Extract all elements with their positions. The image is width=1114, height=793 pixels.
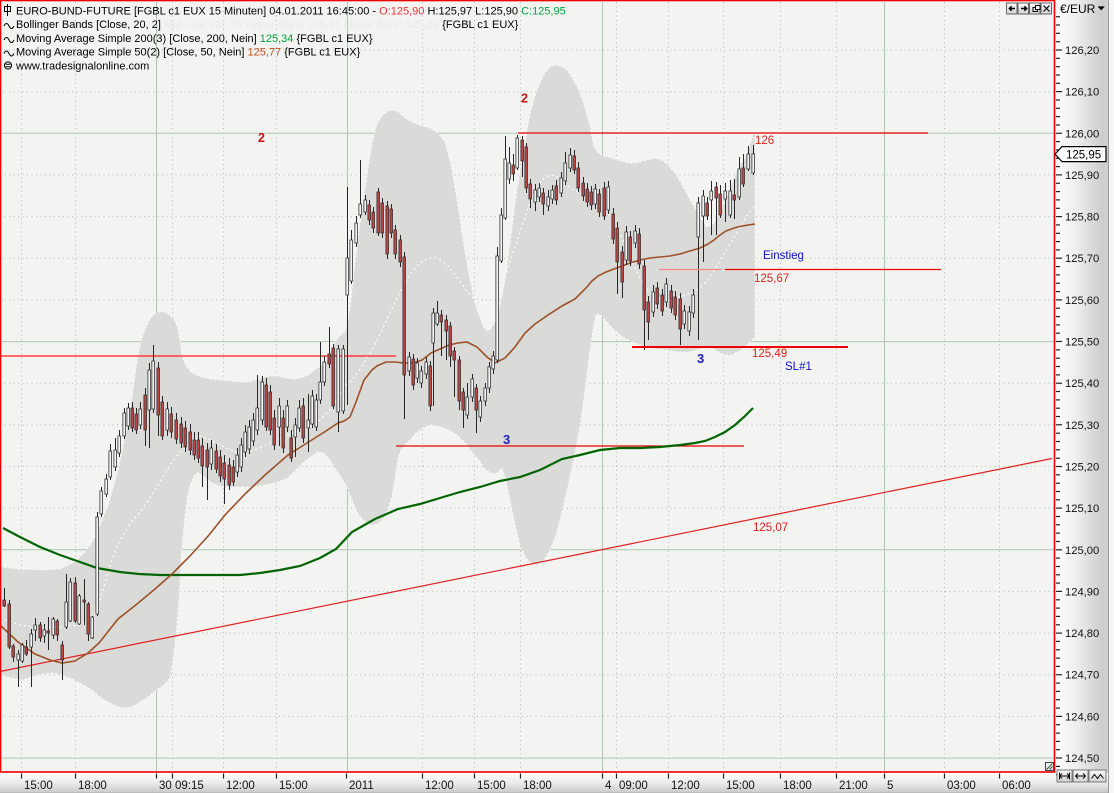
svg-text:12:00: 12:00 <box>425 780 454 792</box>
svg-text:124,70: 124,70 <box>1065 670 1099 682</box>
svg-text:SL#1: SL#1 <box>785 361 812 373</box>
svg-text:Moving Average Simple 200(3) [: Moving Average Simple 200(3) [Close, 200… <box>16 33 373 45</box>
svg-text:21:00: 21:00 <box>839 780 868 792</box>
svg-text:18:00: 18:00 <box>783 780 812 792</box>
svg-text:12:00: 12:00 <box>671 780 700 792</box>
svg-text:125,60: 125,60 <box>1065 295 1099 307</box>
svg-text:Einstieg: Einstieg <box>763 250 804 262</box>
svg-text:125,20: 125,20 <box>1065 462 1099 474</box>
svg-text:5: 5 <box>887 780 893 792</box>
svg-text:www.tradesignalonline.com: www.tradesignalonline.com <box>15 61 149 73</box>
svg-text:Moving Average Simple 50(2) [C: Moving Average Simple 50(2) [Close, 50, … <box>16 47 361 59</box>
svg-text:126,10: 126,10 <box>1065 87 1099 99</box>
svg-text:125,49: 125,49 <box>752 348 787 360</box>
svg-text:18:00: 18:00 <box>523 780 552 792</box>
svg-text:06:00: 06:00 <box>1002 780 1031 792</box>
svg-text:124,90: 124,90 <box>1065 586 1099 598</box>
svg-text:15:00: 15:00 <box>24 780 53 792</box>
svg-text:3: 3 <box>503 432 510 447</box>
svg-text:125,30: 125,30 <box>1065 420 1099 432</box>
svg-text:126,20: 126,20 <box>1065 45 1099 57</box>
svg-text:124,60: 124,60 <box>1065 711 1099 723</box>
svg-text:125,90: 125,90 <box>1065 170 1099 182</box>
svg-text:125,40: 125,40 <box>1065 378 1099 390</box>
svg-text:124,50: 124,50 <box>1065 753 1099 765</box>
svg-text:125,67: 125,67 <box>754 273 789 285</box>
svg-text:12:00: 12:00 <box>226 780 255 792</box>
svg-text:4: 4 <box>605 780 612 792</box>
svg-text:09:00: 09:00 <box>619 780 648 792</box>
svg-text:126,00: 126,00 <box>1065 128 1099 140</box>
svg-text:2: 2 <box>521 92 528 106</box>
svg-text:EURO-BUND-FUTURE [FGBL c1 EUX: EURO-BUND-FUTURE [FGBL c1 EUX 15 Minuten… <box>16 6 566 18</box>
svg-text:125,00: 125,00 <box>1065 545 1099 557</box>
svg-text:2011: 2011 <box>349 780 374 792</box>
svg-text:125,80: 125,80 <box>1065 212 1099 224</box>
svg-text:125,95: 125,95 <box>1066 149 1101 161</box>
svg-text:125,50: 125,50 <box>1065 337 1099 349</box>
svg-text:3: 3 <box>697 351 704 366</box>
svg-text:€/EUR: €/EUR <box>1060 2 1096 16</box>
svg-text:03:00: 03:00 <box>947 780 976 792</box>
svg-text:126: 126 <box>755 135 774 147</box>
svg-text:09:15: 09:15 <box>175 780 204 792</box>
svg-text:18:00: 18:00 <box>78 780 107 792</box>
svg-text:15:00: 15:00 <box>477 780 506 792</box>
svg-text:Bollinger Bands [Close, 20, 2]: Bollinger Bands [Close, 20, 2] Mid Line … <box>16 19 519 31</box>
svg-text:125,10: 125,10 <box>1065 503 1099 515</box>
svg-text:30: 30 <box>159 780 172 792</box>
svg-text:2: 2 <box>258 131 265 145</box>
svg-text:124,80: 124,80 <box>1065 628 1099 640</box>
svg-text:125,70: 125,70 <box>1065 253 1099 265</box>
svg-text:125,07: 125,07 <box>753 522 788 534</box>
svg-text:15:00: 15:00 <box>279 780 308 792</box>
svg-text:15:00: 15:00 <box>726 780 755 792</box>
